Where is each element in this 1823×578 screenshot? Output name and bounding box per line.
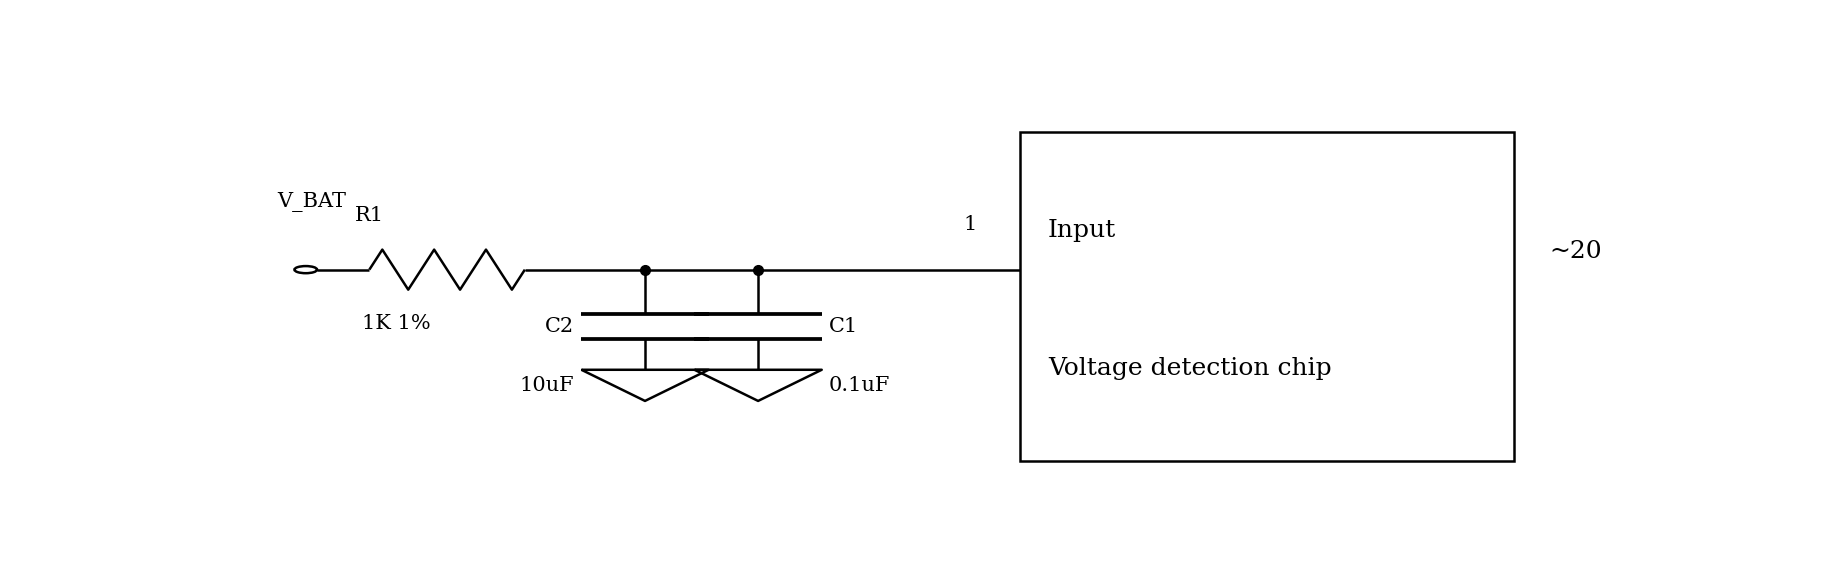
Text: V_BAT: V_BAT [277, 192, 346, 212]
Text: 10uF: 10uF [520, 376, 574, 395]
Text: ~20: ~20 [1550, 240, 1601, 264]
Text: 1: 1 [963, 215, 977, 234]
FancyBboxPatch shape [1019, 132, 1513, 461]
Text: 1K 1%: 1K 1% [363, 314, 430, 333]
Text: Voltage detection chip: Voltage detection chip [1046, 357, 1331, 380]
Text: C1: C1 [828, 317, 857, 336]
Text: C2: C2 [545, 317, 574, 336]
Text: R1: R1 [355, 206, 385, 225]
Text: 0.1uF: 0.1uF [828, 376, 890, 395]
Text: Input: Input [1046, 219, 1116, 242]
